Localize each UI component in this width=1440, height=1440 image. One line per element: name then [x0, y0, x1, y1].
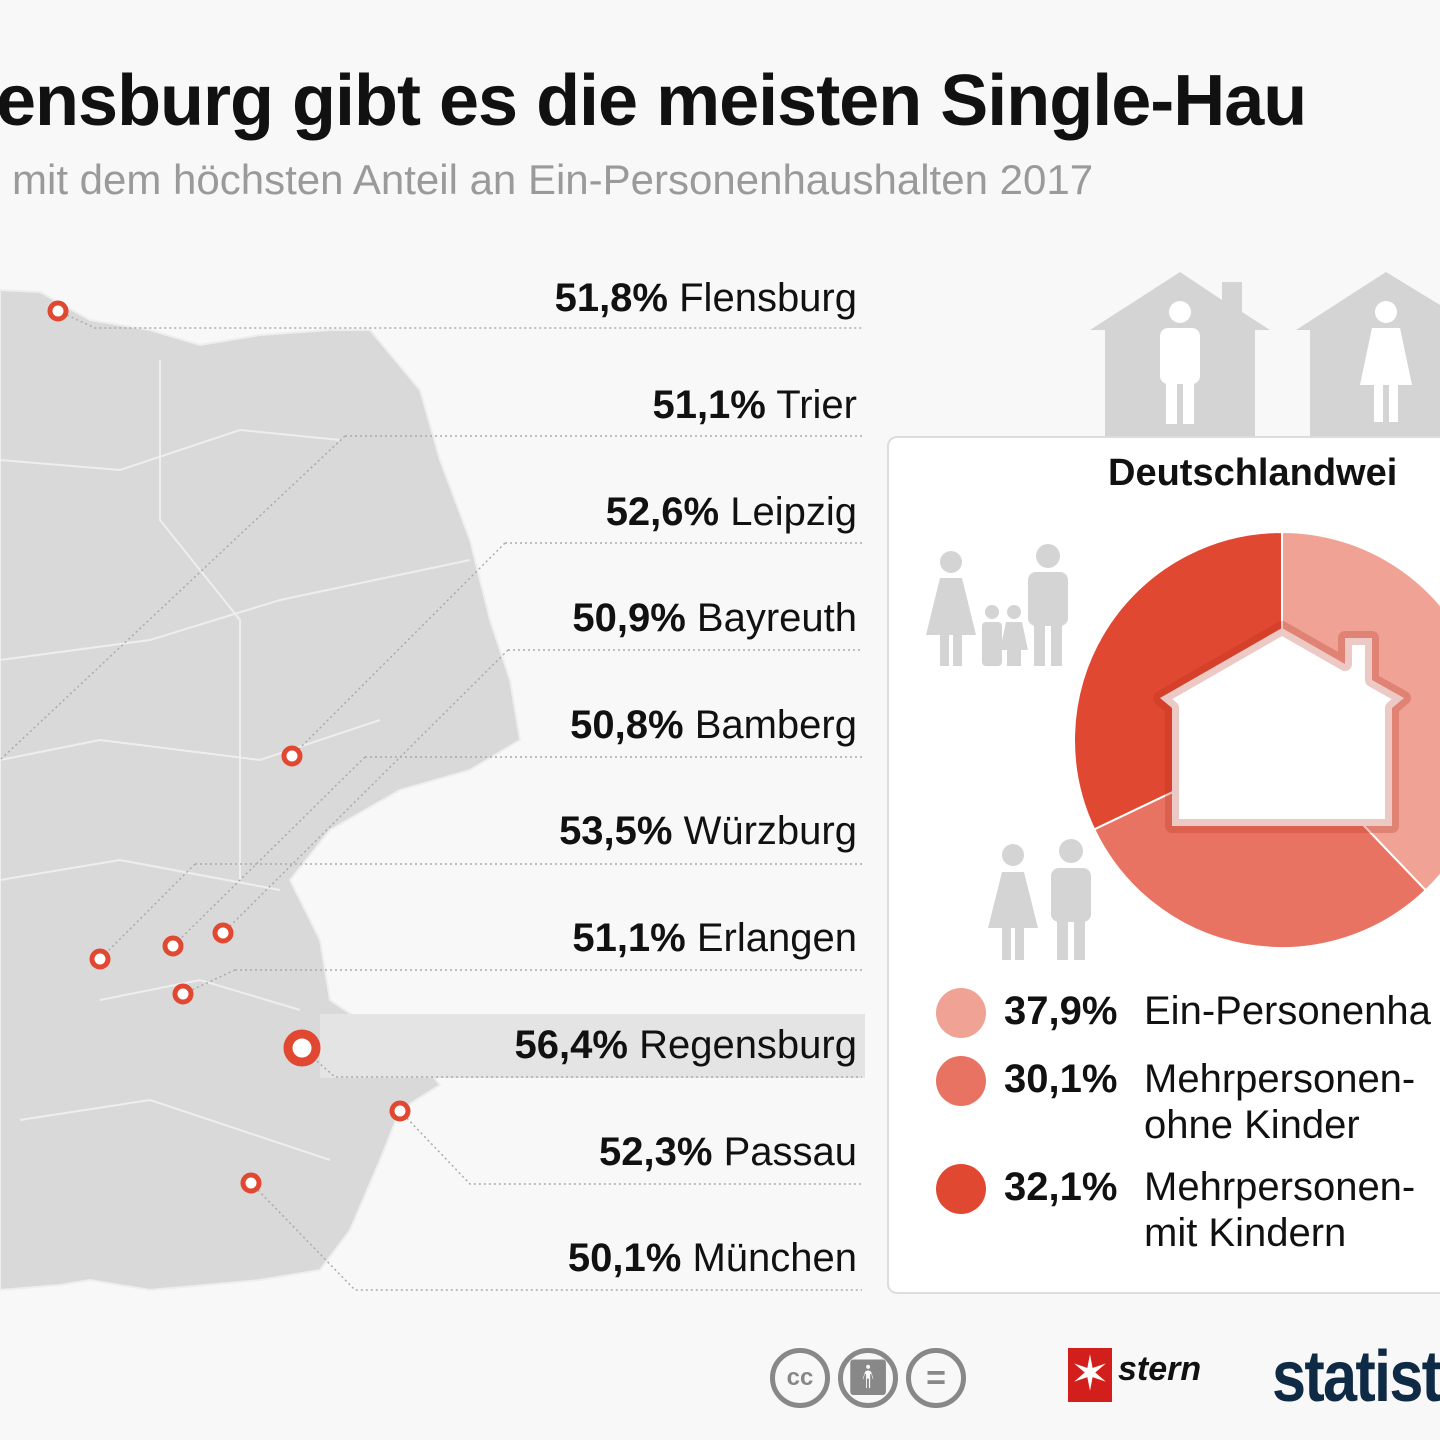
marker-regensburg	[283, 1029, 321, 1067]
page-title: ensburg gibt es die meisten Single-Hau	[0, 61, 1307, 141]
stern-logo-icon: ✶	[1068, 1348, 1112, 1402]
marker-bayreuth	[212, 922, 234, 944]
legend-swatch	[936, 1056, 986, 1106]
panel-title: Deutschlandwei	[1108, 452, 1398, 494]
leader-lines	[0, 310, 862, 1291]
city-row: 50,1% München	[567, 1236, 857, 1280]
house-center-icon	[1153, 621, 1411, 833]
legend-swatch	[936, 1164, 986, 1214]
page-subtitle: mit dem höchsten Anteil an Ein-Personenh…	[12, 156, 1094, 203]
marker-erlangen	[172, 983, 194, 1005]
marker-passau	[389, 1100, 411, 1122]
city-row: 52,6% Leipzig	[605, 490, 857, 534]
legend-swatch	[936, 988, 986, 1038]
city-row: 52,3% Passau	[599, 1130, 857, 1174]
city-row: 51,1% Erlangen	[572, 916, 857, 960]
city-row: 50,9% Bayreuth	[572, 596, 857, 640]
cc-license-icon: cc	[770, 1348, 830, 1408]
cc-nd-icon: =	[906, 1348, 966, 1408]
city-row: 50,8% Bamberg	[570, 703, 857, 747]
cc-by-icon: 🚹︎	[838, 1348, 898, 1408]
marker-flensburg	[47, 300, 69, 322]
marker-leipzig	[281, 745, 303, 767]
marker-muenchen	[240, 1172, 262, 1194]
city-row: 53,5% Würzburg	[559, 809, 857, 853]
city-row: 51,8% Flensburg	[554, 276, 857, 320]
city-markers	[47, 300, 411, 1194]
person-figures	[1160, 301, 1412, 424]
statista-logo: statist	[1272, 1337, 1440, 1417]
marker-wuerzburg	[89, 948, 111, 970]
city-row: 51,1% Trier	[652, 383, 857, 427]
city-row-highlight: 56,4% Regensburg	[514, 1023, 857, 1067]
highlight-row-regensburg	[320, 1014, 865, 1078]
marker-bamberg	[162, 935, 184, 957]
couple-icon	[988, 839, 1091, 960]
stern-logo: stern	[1118, 1350, 1202, 1388]
family-icon	[926, 544, 1068, 666]
